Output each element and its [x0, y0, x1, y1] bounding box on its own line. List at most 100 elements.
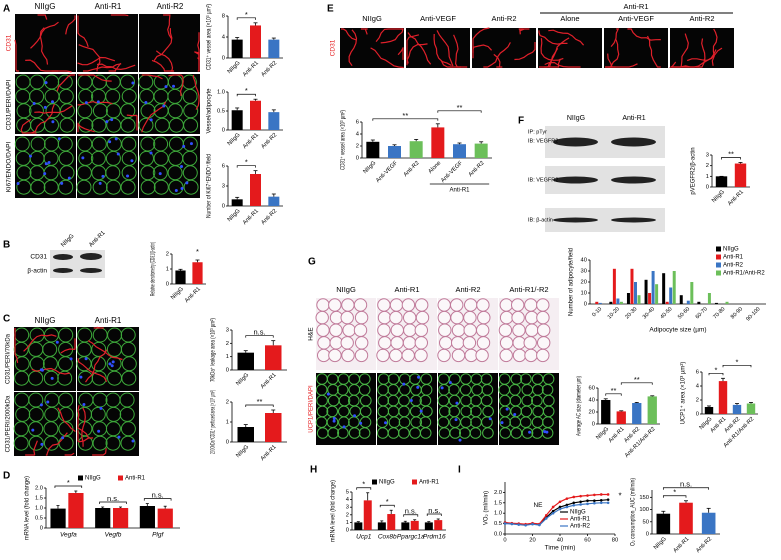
nucleus — [98, 181, 102, 185]
nucleus — [47, 160, 51, 164]
x-tick-label: 0-10 — [591, 306, 603, 318]
cell — [511, 310, 525, 325]
blot-band — [553, 176, 598, 184]
row-label: IP: pTyr — [528, 129, 547, 135]
y-tick-label: 20 — [581, 280, 587, 286]
column-label: NIIgG — [35, 316, 56, 325]
point — [503, 522, 507, 525]
panel-letter: G — [308, 257, 316, 268]
point — [606, 493, 610, 496]
bar — [50, 508, 66, 528]
panel-letter: A — [3, 4, 10, 15]
significance: * — [67, 478, 70, 487]
bar — [139, 506, 155, 528]
significance: * — [245, 158, 248, 167]
cell — [415, 310, 430, 325]
cell — [402, 336, 417, 350]
legend-swatch — [716, 270, 721, 276]
y-axis-label: UCP1⁺ area (×10³ µm²) — [680, 362, 687, 425]
cell — [92, 392, 108, 408]
nucleus — [144, 100, 148, 104]
y-tick-label: 1.0 — [217, 90, 225, 96]
nucleus — [55, 340, 59, 344]
x-tick-label: 60 — [584, 538, 590, 544]
cell — [353, 298, 368, 312]
column-label: Anti-R2 — [455, 285, 480, 294]
vessel — [64, 452, 75, 456]
point — [565, 503, 569, 507]
nucleus — [455, 401, 459, 405]
cell — [140, 179, 156, 195]
micrograph — [15, 14, 76, 72]
nucleus — [528, 430, 532, 434]
point — [599, 501, 603, 505]
bar — [686, 300, 690, 304]
y-tick-label: 1.5 — [494, 500, 502, 506]
y-tick-label: 0 — [592, 422, 595, 428]
bar — [669, 287, 673, 304]
cell — [183, 179, 199, 195]
cell — [450, 310, 464, 325]
point — [544, 517, 548, 520]
legend-swatch — [118, 475, 123, 481]
cell — [414, 323, 428, 337]
significance: ** — [457, 103, 463, 112]
y-axis-label: Average AC size (diameter µm) — [577, 376, 583, 436]
vessel — [605, 63, 638, 68]
vessel — [514, 42, 536, 61]
point — [586, 494, 589, 497]
nucleus — [108, 140, 112, 144]
x-tick-label: Anti-R2 — [260, 60, 278, 78]
row-label: IB: β-actin — [528, 217, 553, 223]
nucleus — [16, 181, 20, 185]
nucleus — [105, 120, 109, 124]
y-tick-label: 2 — [696, 398, 699, 404]
row-label: CD31/PERI/2000kDa — [6, 395, 12, 452]
vessel — [65, 15, 76, 35]
nucleus — [110, 364, 114, 368]
cell — [451, 348, 466, 363]
vessel — [540, 38, 564, 61]
cell — [328, 348, 342, 363]
significance-bracket — [721, 157, 741, 160]
y-tick-label: 1 — [706, 174, 709, 180]
y-tick-label: 6 — [356, 120, 359, 126]
cell — [414, 348, 428, 363]
vessel — [81, 407, 86, 447]
vessel — [77, 122, 95, 133]
vessel — [30, 21, 59, 49]
column-label: NIIgG — [35, 2, 56, 11]
significance: n.s. — [107, 494, 119, 503]
cell — [475, 348, 489, 363]
cell — [316, 323, 330, 337]
x-tick-label: Anti-VEGF — [440, 160, 464, 184]
panel-letter: D — [3, 471, 10, 482]
bar — [637, 295, 641, 304]
legend-swatch — [412, 479, 417, 485]
bar — [612, 268, 616, 304]
bar — [268, 112, 280, 130]
vessel — [192, 74, 200, 110]
bar — [655, 284, 659, 304]
bar — [630, 268, 634, 304]
vessel — [610, 28, 620, 47]
row-label: CD31 — [330, 39, 337, 56]
cell — [377, 310, 392, 325]
bar — [701, 512, 716, 534]
column-label: Anti-R1 — [622, 115, 645, 122]
x-tick-label: NIIgG — [362, 160, 377, 175]
row-label: H&E — [308, 327, 315, 341]
significance-bracket — [605, 393, 622, 396]
x-tick-label: Anti-R2 — [468, 160, 486, 178]
cell — [499, 310, 514, 325]
cell — [354, 310, 369, 325]
y-tick-label: 1 — [346, 520, 349, 526]
y-tick-label: 0 — [696, 412, 699, 418]
x-tick-label: Anti-R2 — [260, 208, 278, 226]
cell — [342, 323, 356, 337]
vessel — [397, 47, 404, 60]
vessel — [77, 15, 89, 47]
bar — [656, 513, 671, 534]
y-tick-label: 4 — [222, 35, 226, 41]
